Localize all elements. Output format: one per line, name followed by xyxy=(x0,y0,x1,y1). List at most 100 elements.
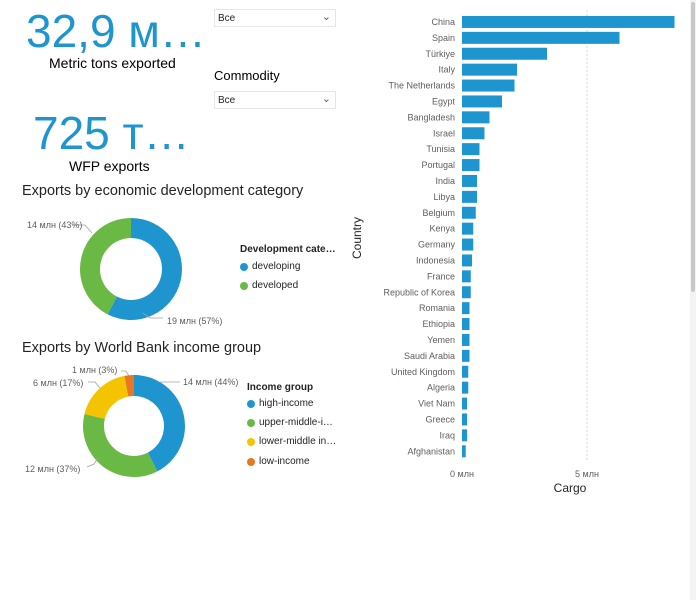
donut-slice-upper-middle[interactable] xyxy=(82,413,158,477)
legend-item-lower-middle[interactable]: lower-middle in… xyxy=(247,436,336,447)
legend-dot-icon xyxy=(240,281,248,290)
bar-portugal[interactable] xyxy=(462,159,480,172)
bar-category-label: United Kingdom xyxy=(391,367,455,377)
bar-kenya[interactable] xyxy=(462,222,474,235)
slice-label-developed: 14 млн (43%) xyxy=(27,220,82,230)
slice-label-low: 1 млн (3%) xyxy=(72,365,117,375)
legend-item-developing[interactable]: developing xyxy=(240,261,300,272)
leader-line-developed xyxy=(72,224,93,234)
kpi-tons-label: Metric tons exported xyxy=(49,55,176,71)
bar-republic-of-korea[interactable] xyxy=(462,286,471,299)
slice-label-lower: 6 млн (17%) xyxy=(33,378,83,388)
first-slicer-value: Все xyxy=(218,13,236,24)
bar-category-label: Republic of Korea xyxy=(383,287,455,297)
bar-category-label: The Netherlands xyxy=(388,81,455,91)
kpi-tons-value: 32,9 м… xyxy=(26,5,206,57)
bar-category-label: Germany xyxy=(418,240,456,250)
bar-category-label: Romania xyxy=(419,303,455,313)
legend-dot-icon xyxy=(247,437,255,446)
bar-iraq[interactable] xyxy=(462,429,467,442)
leader-line-lower xyxy=(88,381,101,389)
donut-slice-low-income[interactable] xyxy=(124,375,134,397)
bar-category-label: Kenya xyxy=(429,224,455,234)
donut-slice-developing[interactable] xyxy=(107,218,183,320)
bar-germany[interactable] xyxy=(462,238,474,251)
bar-category-label: Italy xyxy=(438,65,455,75)
bar-greece[interactable] xyxy=(462,413,467,426)
bar-category-label: Bangladesh xyxy=(407,112,455,122)
legend-label: high-income xyxy=(259,398,314,409)
bar-israel[interactable] xyxy=(462,127,485,140)
bar-category-label: Belgium xyxy=(422,208,455,218)
commodity-slicer-dropdown[interactable]: Все ⌄ xyxy=(214,91,336,109)
dev-chart-title: Exports by economic development category xyxy=(22,183,304,199)
bar-category-label: Saudi Arabia xyxy=(404,351,455,361)
bar-afghanistan[interactable] xyxy=(462,445,466,458)
bar-united-kingdom[interactable] xyxy=(462,365,469,378)
legend-label: developed xyxy=(252,280,299,291)
bar-ethiopia[interactable] xyxy=(462,318,470,331)
legend-dot-icon xyxy=(247,457,255,466)
legend-label: developing xyxy=(252,261,301,272)
legend-item-low-income[interactable]: low-income xyxy=(247,456,310,467)
income-chart-title: Exports by World Bank income group xyxy=(22,340,262,356)
bar-category-label: Spain xyxy=(432,33,455,43)
slice-label-high: 14 млн (44%) xyxy=(183,377,238,387)
slice-label-upper: 12 млн (37%) xyxy=(25,464,80,474)
bar-italy[interactable] xyxy=(462,63,517,76)
leader-line-low xyxy=(121,370,130,377)
legend-dot-icon xyxy=(240,262,248,271)
legend-item-high-income[interactable]: high-income xyxy=(247,398,313,409)
legend-item-upper-middle[interactable]: upper-middle-i… xyxy=(247,417,333,428)
donut-slice-lower-middle[interactable] xyxy=(84,375,129,419)
bar-x-axis-label: Cargo xyxy=(554,481,587,495)
commodity-slicer-title: Commodity xyxy=(214,68,280,83)
dev-legend-title: Development cate… xyxy=(240,244,336,255)
bar-category-labels: China Spain Türkiye Italy The Netherlands Egy… xyxy=(383,17,455,456)
bar-y-axis-label: Country xyxy=(350,217,364,259)
bar-saudi-arabia[interactable] xyxy=(462,349,470,362)
country-bar-chart: China Spain Türkiye Italy The Netherlands Egy… xyxy=(350,10,675,495)
bar-category-label: Israel xyxy=(433,128,455,138)
bar-spain[interactable] xyxy=(462,31,620,44)
bar-category-label: Egypt xyxy=(432,96,456,106)
leader-line-upper xyxy=(86,457,99,468)
bar-tunisia[interactable] xyxy=(462,143,480,156)
bar-category-label: Algeria xyxy=(427,383,455,393)
bar-viet-nam[interactable] xyxy=(462,397,467,410)
scrollbar-track[interactable] xyxy=(690,0,696,600)
bar-the-netherlands[interactable] xyxy=(462,79,515,92)
donut-slice-developed[interactable] xyxy=(80,218,131,315)
bar-category-label: Afghanistan xyxy=(407,446,455,456)
slice-label-developing: 19 млн (57%) xyxy=(167,316,222,326)
kpi-wfp-label: WFP exports xyxy=(69,158,150,174)
bar-t-rkiye[interactable] xyxy=(462,47,547,60)
bar-yemen[interactable] xyxy=(462,333,470,346)
commodity-slicer-value: Все xyxy=(218,95,236,106)
bar-romania[interactable] xyxy=(462,302,470,315)
first-slicer-dropdown[interactable]: Все ⌄ xyxy=(214,9,336,27)
bar-egypt[interactable] xyxy=(462,95,502,108)
bar-category-label: Ethiopia xyxy=(422,319,455,329)
bar-belgium[interactable] xyxy=(462,206,476,219)
bar-category-label: Yemen xyxy=(427,335,455,345)
bar-category-label: Tunisia xyxy=(426,144,455,154)
scrollbar-thumb[interactable] xyxy=(691,2,695,292)
bar-france[interactable] xyxy=(462,270,471,283)
income-donut-chart: 1 млн (3%) 6 млн (17%) 14 млн (44%) 12 м… xyxy=(25,365,238,477)
bar-libya[interactable] xyxy=(462,190,477,203)
legend-label: lower-middle in… xyxy=(259,436,337,447)
bar-china[interactable] xyxy=(462,15,675,28)
bar-category-label: Viet Nam xyxy=(418,399,455,409)
bar-category-label: Greece xyxy=(425,414,455,424)
donut-slice-high-income[interactable] xyxy=(134,375,186,472)
legend-item-developed[interactable]: developed xyxy=(240,280,298,291)
bar-indonesia[interactable] xyxy=(462,254,472,267)
bar-bangladesh[interactable] xyxy=(462,111,490,124)
legend-dot-icon xyxy=(247,418,255,427)
bar-india[interactable] xyxy=(462,174,477,187)
income-legend-title: Income group xyxy=(247,382,314,393)
bar-algeria[interactable] xyxy=(462,381,469,394)
legend-label: upper-middle-i… xyxy=(259,417,333,428)
bar-x-tick-label: 0 млн xyxy=(450,469,474,479)
